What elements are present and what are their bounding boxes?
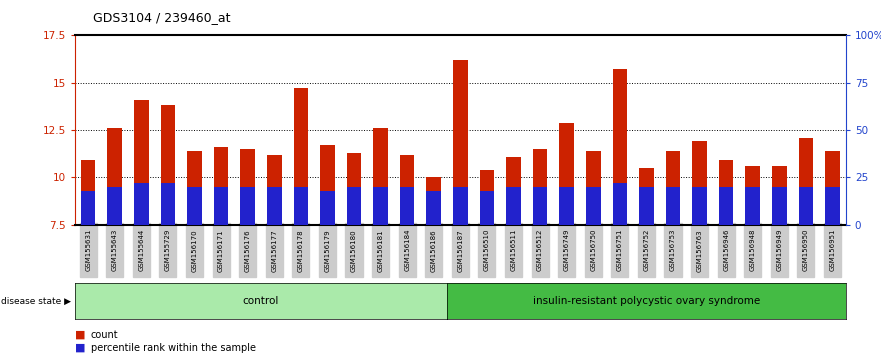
Bar — [586, 151, 601, 225]
Text: disease state ▶: disease state ▶ — [1, 296, 70, 306]
Bar — [612, 183, 627, 225]
Bar — [825, 187, 840, 225]
Bar — [586, 187, 601, 225]
Text: control: control — [243, 296, 279, 306]
Bar — [241, 149, 255, 225]
Bar — [293, 88, 308, 225]
Bar — [745, 166, 760, 225]
Bar — [400, 155, 414, 225]
Bar — [533, 149, 547, 225]
Bar — [400, 187, 414, 225]
Bar — [426, 191, 441, 225]
Bar — [187, 187, 202, 225]
Bar — [453, 60, 468, 225]
Text: count: count — [91, 330, 118, 339]
Bar — [639, 168, 654, 225]
Bar — [320, 191, 335, 225]
Bar — [612, 69, 627, 225]
Bar — [134, 100, 149, 225]
Bar — [559, 187, 574, 225]
Bar — [798, 138, 813, 225]
Bar — [825, 151, 840, 225]
Bar — [214, 147, 228, 225]
Bar — [798, 187, 813, 225]
Bar — [81, 160, 95, 225]
Bar — [374, 187, 388, 225]
Bar — [719, 160, 734, 225]
Bar — [666, 187, 680, 225]
Text: ■: ■ — [75, 330, 85, 339]
Bar — [160, 105, 175, 225]
Bar — [692, 187, 707, 225]
Bar — [559, 122, 574, 225]
Bar — [639, 187, 654, 225]
Bar — [453, 187, 468, 225]
Bar — [666, 151, 680, 225]
Bar — [160, 183, 175, 225]
Bar — [719, 187, 734, 225]
Bar — [347, 153, 361, 225]
Text: GDS3104 / 239460_at: GDS3104 / 239460_at — [93, 11, 230, 24]
Bar — [241, 187, 255, 225]
Bar — [507, 187, 521, 225]
Bar — [81, 191, 95, 225]
Bar — [479, 170, 494, 225]
Bar — [267, 187, 282, 225]
Bar — [479, 191, 494, 225]
Bar — [134, 183, 149, 225]
Bar — [320, 145, 335, 225]
Bar — [107, 128, 122, 225]
Text: percentile rank within the sample: percentile rank within the sample — [91, 343, 255, 353]
Bar — [214, 187, 228, 225]
Bar — [772, 166, 787, 225]
Bar — [745, 187, 760, 225]
Bar — [107, 187, 122, 225]
Bar — [267, 155, 282, 225]
Bar — [507, 156, 521, 225]
Bar — [426, 177, 441, 225]
Bar — [293, 187, 308, 225]
Text: insulin-resistant polycystic ovary syndrome: insulin-resistant polycystic ovary syndr… — [533, 296, 760, 306]
Bar — [772, 187, 787, 225]
Bar — [347, 187, 361, 225]
Bar — [533, 187, 547, 225]
Bar — [187, 151, 202, 225]
Bar — [692, 142, 707, 225]
Bar — [374, 128, 388, 225]
Text: ■: ■ — [75, 343, 85, 353]
